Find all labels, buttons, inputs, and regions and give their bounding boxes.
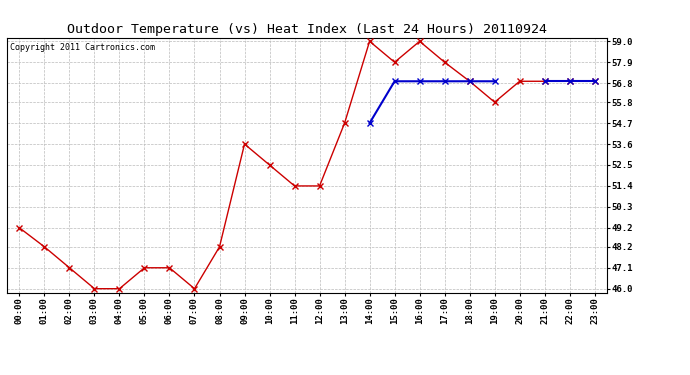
Title: Outdoor Temperature (vs) Heat Index (Last 24 Hours) 20110924: Outdoor Temperature (vs) Heat Index (Las… <box>67 23 547 36</box>
Text: Copyright 2011 Cartronics.com: Copyright 2011 Cartronics.com <box>10 43 155 52</box>
